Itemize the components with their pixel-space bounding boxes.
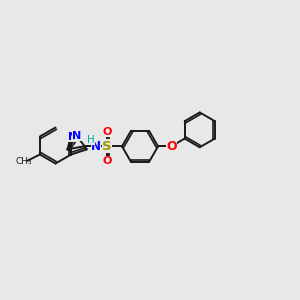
Text: S: S (102, 140, 112, 153)
Text: N: N (91, 140, 101, 153)
Text: CH₃: CH₃ (15, 157, 32, 166)
Text: N: N (73, 131, 82, 141)
Text: O: O (102, 156, 112, 166)
Text: O: O (166, 140, 176, 153)
Text: O: O (102, 127, 112, 137)
Text: H: H (87, 135, 95, 145)
Text: N: N (68, 131, 77, 142)
